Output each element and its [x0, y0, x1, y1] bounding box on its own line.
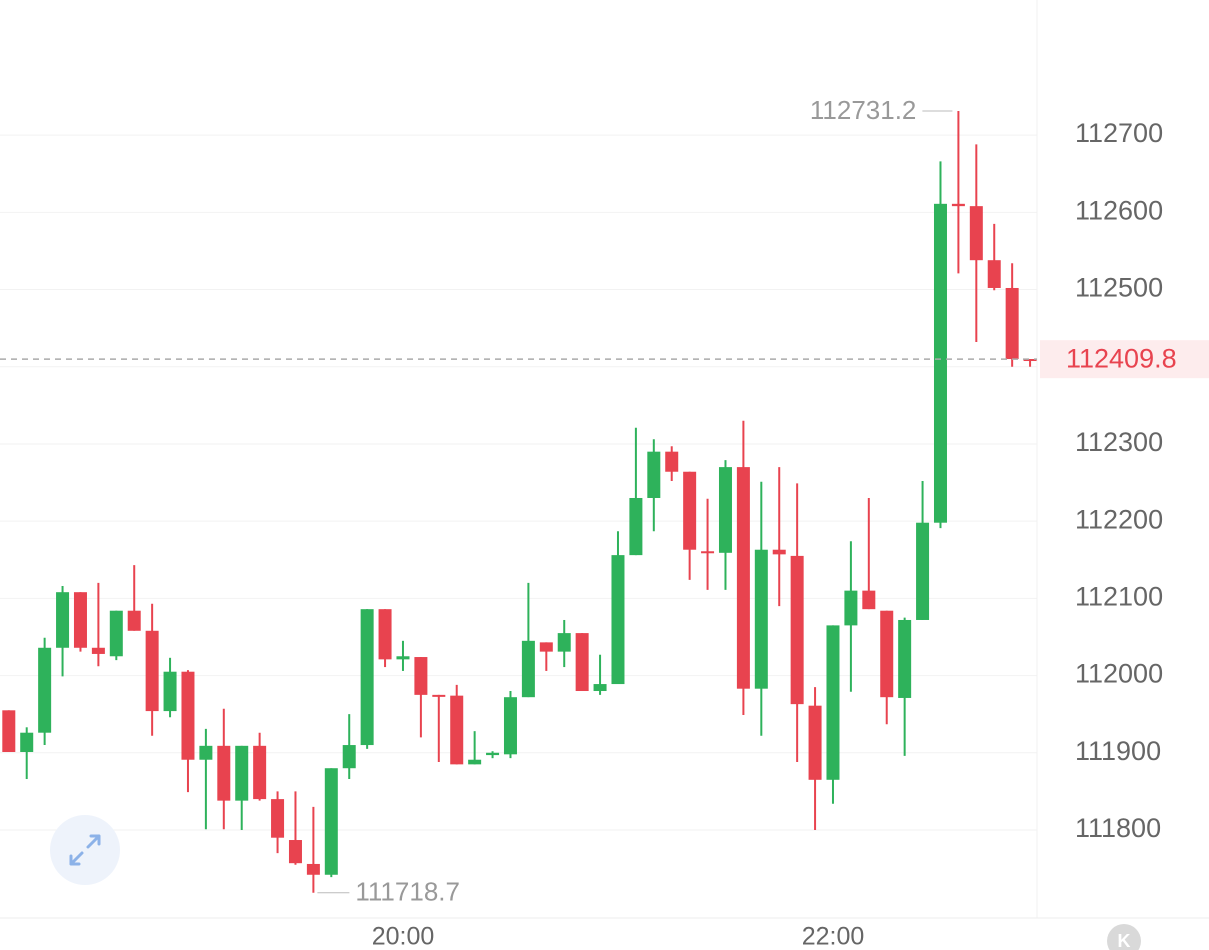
overlay: 112731.2 111718.7 112409.8: [0, 95, 1209, 907]
candle-body: [880, 610, 894, 698]
candle-body: [754, 549, 768, 689]
candle-body: [1005, 287, 1019, 360]
candle-body: [217, 745, 231, 801]
y-tick-label: 112200: [1075, 504, 1163, 534]
candle-body: [772, 549, 786, 555]
candle-body: [826, 625, 840, 780]
candle-body: [271, 799, 285, 838]
y-tick-label: 111900: [1075, 736, 1161, 766]
candle-body: [109, 610, 123, 657]
candle-body: [288, 840, 302, 864]
min-annotation: 111718.7: [355, 877, 460, 907]
candle-body: [181, 671, 195, 760]
candle-body: [91, 647, 105, 654]
y-tick-label: 112600: [1075, 195, 1163, 225]
y-tick-label: 112500: [1075, 273, 1163, 303]
candle-body: [557, 633, 571, 652]
candle-body: [342, 745, 356, 769]
candle-body: [629, 497, 643, 556]
candle-body: [701, 551, 715, 554]
candle-body: [898, 619, 912, 698]
candle-body: [360, 609, 374, 746]
candle-body: [987, 260, 1001, 288]
candle-body: [73, 592, 87, 648]
max-annotation: 112731.2: [810, 95, 917, 125]
candle-body: [844, 590, 858, 626]
candle-body: [790, 555, 804, 705]
grid: 111800 111900 112000 112100 112200 112300 1125…: [0, 118, 1163, 950]
y-tick-label: 112100: [1075, 581, 1163, 611]
candle-body: [235, 745, 249, 801]
candle-body: [539, 642, 553, 652]
candle-body: [127, 610, 141, 631]
current-price-badge: [1040, 340, 1209, 379]
x-tick-label: 20:00: [372, 923, 435, 950]
candle-body: [468, 759, 482, 765]
candle-body: [396, 656, 410, 660]
candle-body: [575, 633, 589, 692]
candle-body: [145, 630, 159, 712]
candle-body: [916, 522, 930, 620]
candle-body: [521, 640, 535, 698]
y-tick-label: 111800: [1075, 813, 1161, 843]
y-tick-label: 112000: [1075, 659, 1163, 689]
candle-body: [593, 684, 607, 692]
candle-body: [718, 467, 732, 553]
candle-body: [2, 710, 16, 753]
candle-body: [38, 647, 52, 733]
candles: [2, 111, 1037, 893]
logo-button[interactable]: K: [1107, 924, 1141, 950]
logo-text: K: [1118, 931, 1131, 950]
candle-body: [324, 768, 338, 875]
candle-body: [378, 609, 392, 660]
candle-body: [503, 697, 517, 755]
candle-body: [486, 752, 500, 756]
candle-body: [1023, 359, 1037, 362]
candle-body: [862, 590, 876, 610]
candle-body: [647, 451, 661, 498]
y-tick-label: 112300: [1075, 427, 1163, 457]
candle-body: [199, 745, 213, 760]
candle-body: [450, 695, 464, 765]
x-tick-label: 22:00: [802, 923, 865, 950]
candle-body: [432, 694, 446, 697]
candle-body: [665, 451, 679, 472]
candle-body: [951, 203, 965, 207]
candle-body: [611, 555, 625, 685]
candle-body: [683, 471, 697, 550]
candle-body: [414, 657, 428, 695]
y-tick-label: 112700: [1075, 118, 1163, 148]
candle-body: [56, 592, 70, 648]
expand-button[interactable]: [50, 815, 120, 885]
candle-body: [808, 705, 822, 780]
candle-body: [969, 206, 983, 261]
candle-body: [20, 732, 34, 753]
candle-body: [163, 671, 177, 712]
candle-body: [736, 467, 750, 689]
candle-body: [933, 203, 947, 523]
candle-body: [306, 863, 320, 875]
candle-body: [253, 745, 267, 800]
current-price-label: 112409.8: [1066, 343, 1177, 373]
